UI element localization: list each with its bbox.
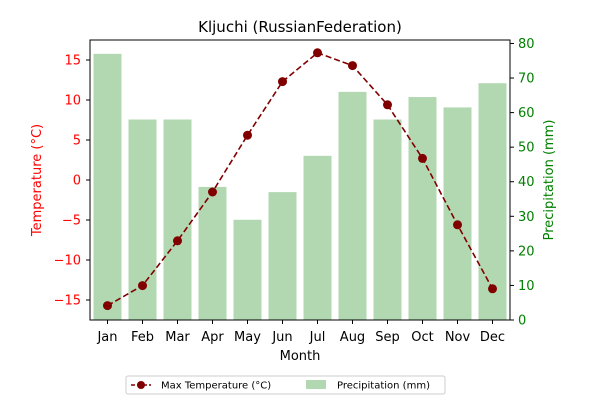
precipitation-bar bbox=[408, 97, 437, 320]
precipitation-bar bbox=[478, 83, 507, 321]
precipitation-bar bbox=[338, 91, 367, 320]
precipitation-bar bbox=[93, 53, 122, 321]
y-left-tick-label: −5 bbox=[62, 214, 81, 229]
y-right-tick-label: 40 bbox=[518, 175, 535, 190]
y-right-tick-label: 80 bbox=[518, 37, 535, 52]
y-axis-right: 0 10 20 30 40 50 60 70 80 bbox=[510, 37, 535, 329]
precipitation-bars bbox=[93, 53, 507, 321]
legend-temperature-label: Max Temperature (°C) bbox=[161, 381, 271, 392]
y-left-tick-label: 5 bbox=[73, 134, 81, 149]
x-tick-label: Jul bbox=[309, 330, 326, 345]
precipitation-bar bbox=[443, 107, 472, 320]
temperature-point bbox=[453, 220, 462, 230]
legend-temperature-marker bbox=[137, 381, 145, 389]
temperature-point bbox=[103, 301, 112, 311]
precipitation-bar bbox=[233, 219, 262, 320]
x-tick-label: Oct bbox=[411, 330, 433, 345]
temperature-point bbox=[208, 187, 217, 197]
x-axis-label: Month bbox=[280, 349, 321, 364]
x-tick-label: Dec bbox=[480, 330, 505, 345]
legend: Max Temperature (°C) Precipitation (mm) bbox=[125, 375, 446, 395]
y-axis-right-label: Precipitation (mm) bbox=[542, 120, 557, 241]
precipitation-bar bbox=[163, 119, 192, 321]
precipitation-bar bbox=[268, 192, 297, 320]
y-left-tick-label: 15 bbox=[64, 54, 81, 69]
y-right-tick-label: 20 bbox=[518, 244, 535, 259]
legend-precipitation-swatch bbox=[306, 380, 326, 389]
legend-frame bbox=[125, 375, 446, 395]
legend-precipitation-label: Precipitation (mm) bbox=[337, 381, 430, 392]
y-axis-left-label: Temperature (°C) bbox=[30, 124, 45, 237]
x-tick-label: Sep bbox=[375, 330, 400, 345]
y-axis-left: −15 −10 −5 0 5 10 15 bbox=[54, 54, 90, 309]
temperature-line bbox=[107, 51, 494, 307]
x-tick-label: Aug bbox=[340, 330, 365, 345]
temperature-point bbox=[488, 284, 497, 294]
y-right-tick-label: 30 bbox=[518, 210, 535, 225]
x-tick-label: Feb bbox=[131, 330, 154, 345]
temperature-point bbox=[348, 61, 357, 71]
y-right-tick-label: 70 bbox=[518, 72, 535, 87]
chart-title: Kljuchi (RussianFederation) bbox=[198, 18, 402, 36]
temperature-point bbox=[383, 100, 392, 110]
x-tick-label: Jan bbox=[96, 330, 117, 345]
temperature-point bbox=[173, 236, 182, 246]
temperature-line-layer bbox=[103, 48, 497, 311]
temperature-point bbox=[243, 130, 252, 140]
x-tick-label: May bbox=[234, 330, 261, 345]
precipitation-bar bbox=[373, 119, 402, 321]
y-right-tick-label: 10 bbox=[518, 279, 535, 294]
x-tick-label: Nov bbox=[445, 330, 471, 345]
temperature-point bbox=[138, 281, 147, 291]
precipitation-bar bbox=[198, 186, 227, 320]
y-right-tick-label: 60 bbox=[518, 106, 535, 121]
temperature-point bbox=[278, 77, 287, 87]
y-left-tick-label: −15 bbox=[54, 294, 81, 309]
x-tick-label: Jun bbox=[271, 330, 292, 345]
y-left-tick-label: 10 bbox=[64, 94, 81, 109]
x-axis: Jan Feb Mar Apr May Jun Jul Aug Sep Oct Nov Dec bbox=[96, 320, 505, 345]
y-right-tick-label: 0 bbox=[518, 314, 526, 329]
precipitation-bar bbox=[303, 155, 332, 320]
x-tick-label: Mar bbox=[165, 330, 190, 345]
x-tick-label: Apr bbox=[201, 330, 224, 345]
y-right-tick-label: 50 bbox=[518, 141, 535, 156]
y-left-tick-label: −10 bbox=[54, 254, 81, 269]
y-left-tick-label: 0 bbox=[73, 174, 81, 189]
temperature-point bbox=[313, 48, 322, 58]
temperature-point bbox=[418, 153, 427, 163]
